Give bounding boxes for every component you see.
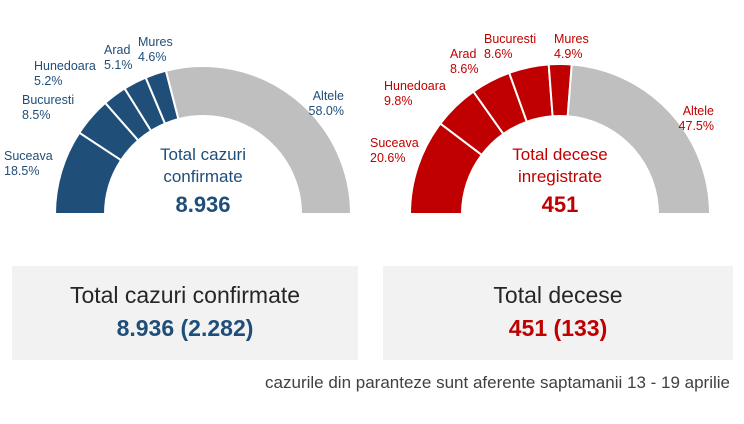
deaths-value-label: 8.6% (484, 47, 513, 61)
charts-area: Suceava18.5%Bucuresti8.5%Hunedoara5.2%Ar… (4, 32, 714, 217)
cases-summary-box: Total cazuri confirmate 8.936 (2.282) (12, 266, 358, 360)
cases-value-label: 4.6% (138, 50, 167, 64)
deaths-category-label: Arad (450, 47, 476, 61)
deaths-slice-altele (566, 63, 712, 215)
deaths-value-label: 9.8% (384, 94, 413, 108)
cases-category-label: Mures (138, 35, 173, 49)
cases-center-value: 8.936 (175, 192, 230, 217)
cases-summary-title: Total cazuri confirmate (69, 282, 301, 308)
cases-value-label: 18.5% (4, 164, 39, 178)
deaths-center-label-line2: inregistrate (518, 167, 602, 186)
deaths-value-label: 47.5% (679, 119, 714, 133)
cases-value-label: 58.0% (309, 104, 344, 118)
deaths-value-label: 4.9% (554, 47, 583, 61)
deaths-summary-box: Total decese 451 (133) (383, 266, 733, 360)
deaths-category-label: Hunedoara (384, 79, 446, 93)
deaths-value-label: 8.6% (450, 62, 479, 76)
cases-category-label: Arad (104, 43, 130, 57)
cases-value-label: 5.1% (104, 58, 133, 72)
deaths-category-label: Suceava (370, 136, 419, 150)
deaths-center-value: 451 (542, 192, 579, 217)
deaths-summary-value: 451 (133) (508, 315, 608, 341)
cases-slice-altele (164, 65, 353, 215)
deaths-value-label: 20.6% (370, 151, 405, 165)
cases-category-label: Hunedoara (34, 59, 96, 73)
cases-value-label: 5.2% (34, 74, 63, 88)
cases-center-label-line1: Total cazuri (160, 145, 246, 164)
deaths-category-label: Altele (683, 104, 714, 118)
deaths-center-label-line1: Total decese (512, 145, 607, 164)
cases-category-label: Altele (313, 89, 344, 103)
cases-center-label-line2: confirmate (163, 167, 242, 186)
cases-summary-value: 8.936 (2.282) (116, 315, 254, 341)
cases-category-label: Suceava (4, 149, 53, 163)
cases-category-label: Bucuresti (22, 93, 74, 107)
deaths-category-label: Mures (554, 32, 589, 46)
deaths-half-donut: Suceava20.6%Hunedoara9.8%Arad8.6%Bucures… (370, 32, 714, 217)
footnote: cazurile din paranteze sunt aferente sap… (265, 373, 730, 392)
deaths-summary-title: Total decese (493, 282, 623, 308)
deaths-category-label: Bucuresti (484, 32, 536, 46)
cases-value-label: 8.5% (22, 108, 51, 122)
